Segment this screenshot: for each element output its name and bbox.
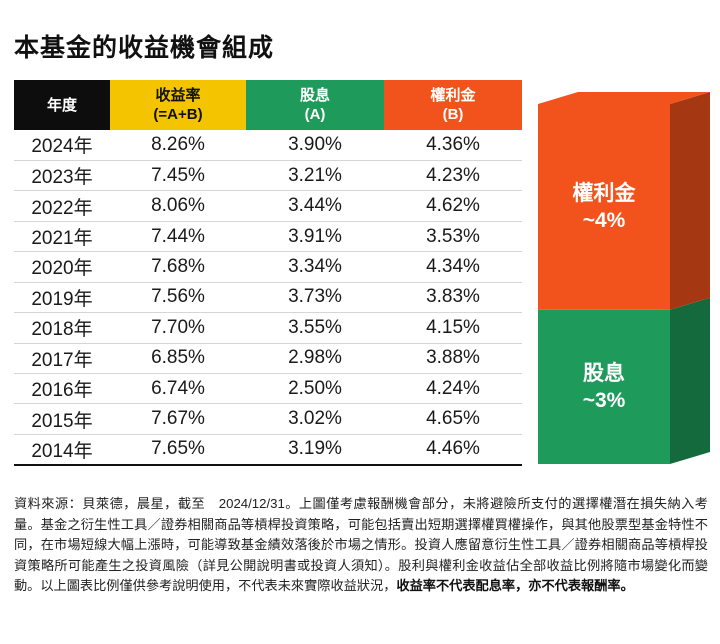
cell-total: 8.06% bbox=[110, 190, 246, 222]
cell-year: 2018年 bbox=[14, 312, 110, 344]
cell-year: 2024年 bbox=[14, 130, 110, 161]
cell-year: 2014年 bbox=[14, 434, 110, 466]
cell-year: 2019年 bbox=[14, 282, 110, 314]
cell-premium: 4.24% bbox=[384, 373, 522, 405]
cell-dividend: 3.19% bbox=[246, 434, 384, 466]
bar-top-face bbox=[538, 92, 710, 104]
cell-dividend: 3.34% bbox=[246, 251, 384, 283]
premium-segment-label-line2: ~4% bbox=[582, 208, 626, 232]
cell-dividend: 3.21% bbox=[246, 160, 384, 192]
cell-premium: 3.88% bbox=[384, 343, 522, 375]
premium-segment-label-line1: 權利金 bbox=[572, 181, 636, 205]
cell-year: 2021年 bbox=[14, 221, 110, 253]
cell-year: 2020年 bbox=[14, 251, 110, 283]
table-header-row: 年度 收益率 (=A+B) 股息 (A) 權利金 (B) bbox=[14, 80, 522, 130]
header-total-line2: (=A+B) bbox=[153, 106, 203, 123]
footnote-text: 資料來源：貝萊德，晨星，截至 2024/12/31。上圖僅考慮報酬機會部分，未將… bbox=[14, 496, 708, 593]
bar-segment-premium-front bbox=[538, 104, 670, 310]
cell-total: 6.74% bbox=[110, 373, 246, 405]
cell-year: 2015年 bbox=[14, 403, 110, 435]
cell-total: 7.45% bbox=[110, 160, 246, 192]
cell-dividend: 2.98% bbox=[246, 343, 384, 375]
cell-total: 7.70% bbox=[110, 312, 246, 344]
cell-dividend: 3.90% bbox=[246, 130, 384, 161]
table-row: 2016年 6.74% 2.50% 4.24% bbox=[14, 373, 522, 405]
cell-premium: 4.34% bbox=[384, 251, 522, 283]
stacked-bar-svg bbox=[538, 92, 710, 464]
cell-premium: 3.53% bbox=[384, 221, 522, 253]
source-footnote: 資料來源：貝萊德，晨星，截至 2024/12/31。上圖僅考慮報酬機會部分，未將… bbox=[14, 494, 708, 597]
table-row: 2019年 7.56% 3.73% 3.83% bbox=[14, 282, 522, 314]
cell-premium: 4.62% bbox=[384, 190, 522, 222]
dividend-segment-label-line1: 股息 bbox=[583, 361, 625, 385]
cell-year: 2022年 bbox=[14, 190, 110, 222]
header-total: 收益率 (=A+B) bbox=[110, 80, 246, 130]
cell-dividend: 3.91% bbox=[246, 221, 384, 253]
cell-year: 2016年 bbox=[14, 373, 110, 405]
yield-table: 年度 收益率 (=A+B) 股息 (A) 權利金 (B) 2024年 8.26% 3… bbox=[14, 80, 522, 466]
cell-total: 6.85% bbox=[110, 343, 246, 375]
table-row: 2017年 6.85% 2.98% 3.88% bbox=[14, 343, 522, 375]
footnote-bold: 收益率不代表配息率，亦不代表報酬率。 bbox=[396, 578, 634, 593]
cell-dividend: 3.55% bbox=[246, 312, 384, 344]
dividend-segment-label: 股息 ~3% bbox=[538, 360, 670, 414]
cell-premium: 4.23% bbox=[384, 160, 522, 192]
bar-segment-premium-side bbox=[670, 92, 710, 310]
cell-year: 2023年 bbox=[14, 160, 110, 192]
cell-total: 7.68% bbox=[110, 251, 246, 283]
header-year: 年度 bbox=[14, 80, 110, 130]
cell-total: 7.44% bbox=[110, 221, 246, 253]
cell-premium: 4.15% bbox=[384, 312, 522, 344]
bar-segment-dividend-side bbox=[670, 297, 710, 464]
header-total-line1: 收益率 bbox=[155, 87, 201, 104]
cell-dividend: 3.73% bbox=[246, 282, 384, 314]
header-dividend-line1: 股息 bbox=[299, 87, 330, 104]
header-premium-line2: (B) bbox=[442, 106, 464, 123]
table-body: 2024年 8.26% 3.90% 4.36% 2023年 7.45% 3.21% 4.23%… bbox=[14, 130, 522, 466]
cell-total: 7.56% bbox=[110, 282, 246, 314]
table-row: 2024年 8.26% 3.90% 4.36% bbox=[14, 130, 522, 161]
table-row: 2014年 7.65% 3.19% 4.46% bbox=[14, 434, 522, 466]
table-row: 2022年 8.06% 3.44% 4.62% bbox=[14, 190, 522, 222]
table-row: 2020年 7.68% 3.34% 4.34% bbox=[14, 251, 522, 283]
cell-dividend: 2.50% bbox=[246, 373, 384, 405]
cell-dividend: 3.44% bbox=[246, 190, 384, 222]
cell-premium: 4.46% bbox=[384, 434, 522, 466]
cell-dividend: 3.02% bbox=[246, 403, 384, 435]
cell-year: 2017年 bbox=[14, 343, 110, 375]
table-row: 2018年 7.70% 3.55% 4.15% bbox=[14, 312, 522, 344]
bar-segment-dividend-front bbox=[538, 309, 670, 464]
premium-segment-label: 權利金 ~4% bbox=[538, 180, 670, 234]
header-dividend-line2: (A) bbox=[304, 106, 326, 123]
page-title: 本基金的收益機會組成 bbox=[14, 34, 275, 62]
header-premium-line1: 權利金 bbox=[430, 87, 476, 104]
stacked-bar-chart bbox=[538, 92, 710, 464]
cell-premium: 4.65% bbox=[384, 403, 522, 435]
cell-premium: 3.83% bbox=[384, 282, 522, 314]
header-premium: 權利金 (B) bbox=[384, 80, 522, 130]
dividend-segment-label-line2: ~3% bbox=[582, 388, 626, 412]
table-row: 2015年 7.67% 3.02% 4.65% bbox=[14, 403, 522, 435]
header-dividend: 股息 (A) bbox=[246, 80, 384, 130]
cell-premium: 4.36% bbox=[384, 130, 522, 161]
cell-total: 7.65% bbox=[110, 434, 246, 466]
table-row: 2021年 7.44% 3.91% 3.53% bbox=[14, 221, 522, 253]
cell-total: 7.67% bbox=[110, 403, 246, 435]
table-row: 2023年 7.45% 3.21% 4.23% bbox=[14, 160, 522, 192]
cell-total: 8.26% bbox=[110, 130, 246, 161]
